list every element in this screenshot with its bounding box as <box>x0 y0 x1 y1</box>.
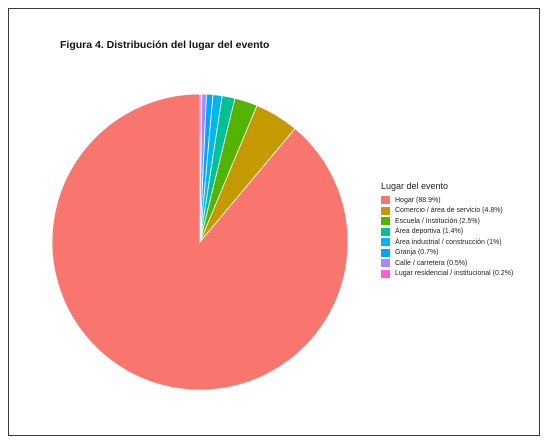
legend-label-1: Comercio / área de servicio (4.8%) <box>395 207 503 215</box>
pie-slice-0 <box>51 93 349 391</box>
legend-swatch-1 <box>381 206 390 215</box>
legend-label-6: Calle / carretera (0.5%) <box>395 259 468 267</box>
legend-label-2: Escuela / Institución (2.5%) <box>395 217 480 225</box>
legend-item-1: Comercio / área de servicio (4.8%) <box>381 206 513 217</box>
legend-label-4: Área industrial / construcción (1%) <box>395 238 502 246</box>
legend: Lugar del evento Hogar (88.9%) Comercio /… <box>381 181 513 279</box>
legend-swatch-5 <box>381 248 390 257</box>
chart-title: Figura 4. Distribución del lugar del eve… <box>60 39 270 51</box>
legend-items: Hogar (88.9%) Comercio / área de servicio… <box>381 195 513 279</box>
legend-swatch-4 <box>381 238 390 247</box>
legend-swatch-2 <box>381 217 390 226</box>
legend-item-2: Escuela / Institución (2.5%) <box>381 216 513 227</box>
legend-label-3: Área deportiva (1.4%) <box>395 228 464 236</box>
legend-label-7: Lugar residencial / institucional (0.2%) <box>395 270 514 278</box>
legend-item-6: Calle / carretera (0.5%) <box>381 258 513 269</box>
legend-swatch-3 <box>381 227 390 236</box>
legend-item-4: Área industrial / construcción (1%) <box>381 237 513 248</box>
legend-label-0: Hogar (88.9%) <box>395 196 441 204</box>
legend-swatch-0 <box>381 196 390 205</box>
legend-item-3: Área deportiva (1.4%) <box>381 227 513 238</box>
legend-item-0: Hogar (88.9%) <box>381 195 513 206</box>
legend-item-5: Granja (0.7%) <box>381 248 513 259</box>
legend-title: Lugar del evento <box>381 181 449 191</box>
legend-swatch-6 <box>381 259 390 268</box>
legend-item-7: Lugar residencial / institucional (0.2%) <box>381 269 513 280</box>
legend-swatch-7 <box>381 269 390 278</box>
legend-label-5: Granja (0.7%) <box>395 249 439 257</box>
